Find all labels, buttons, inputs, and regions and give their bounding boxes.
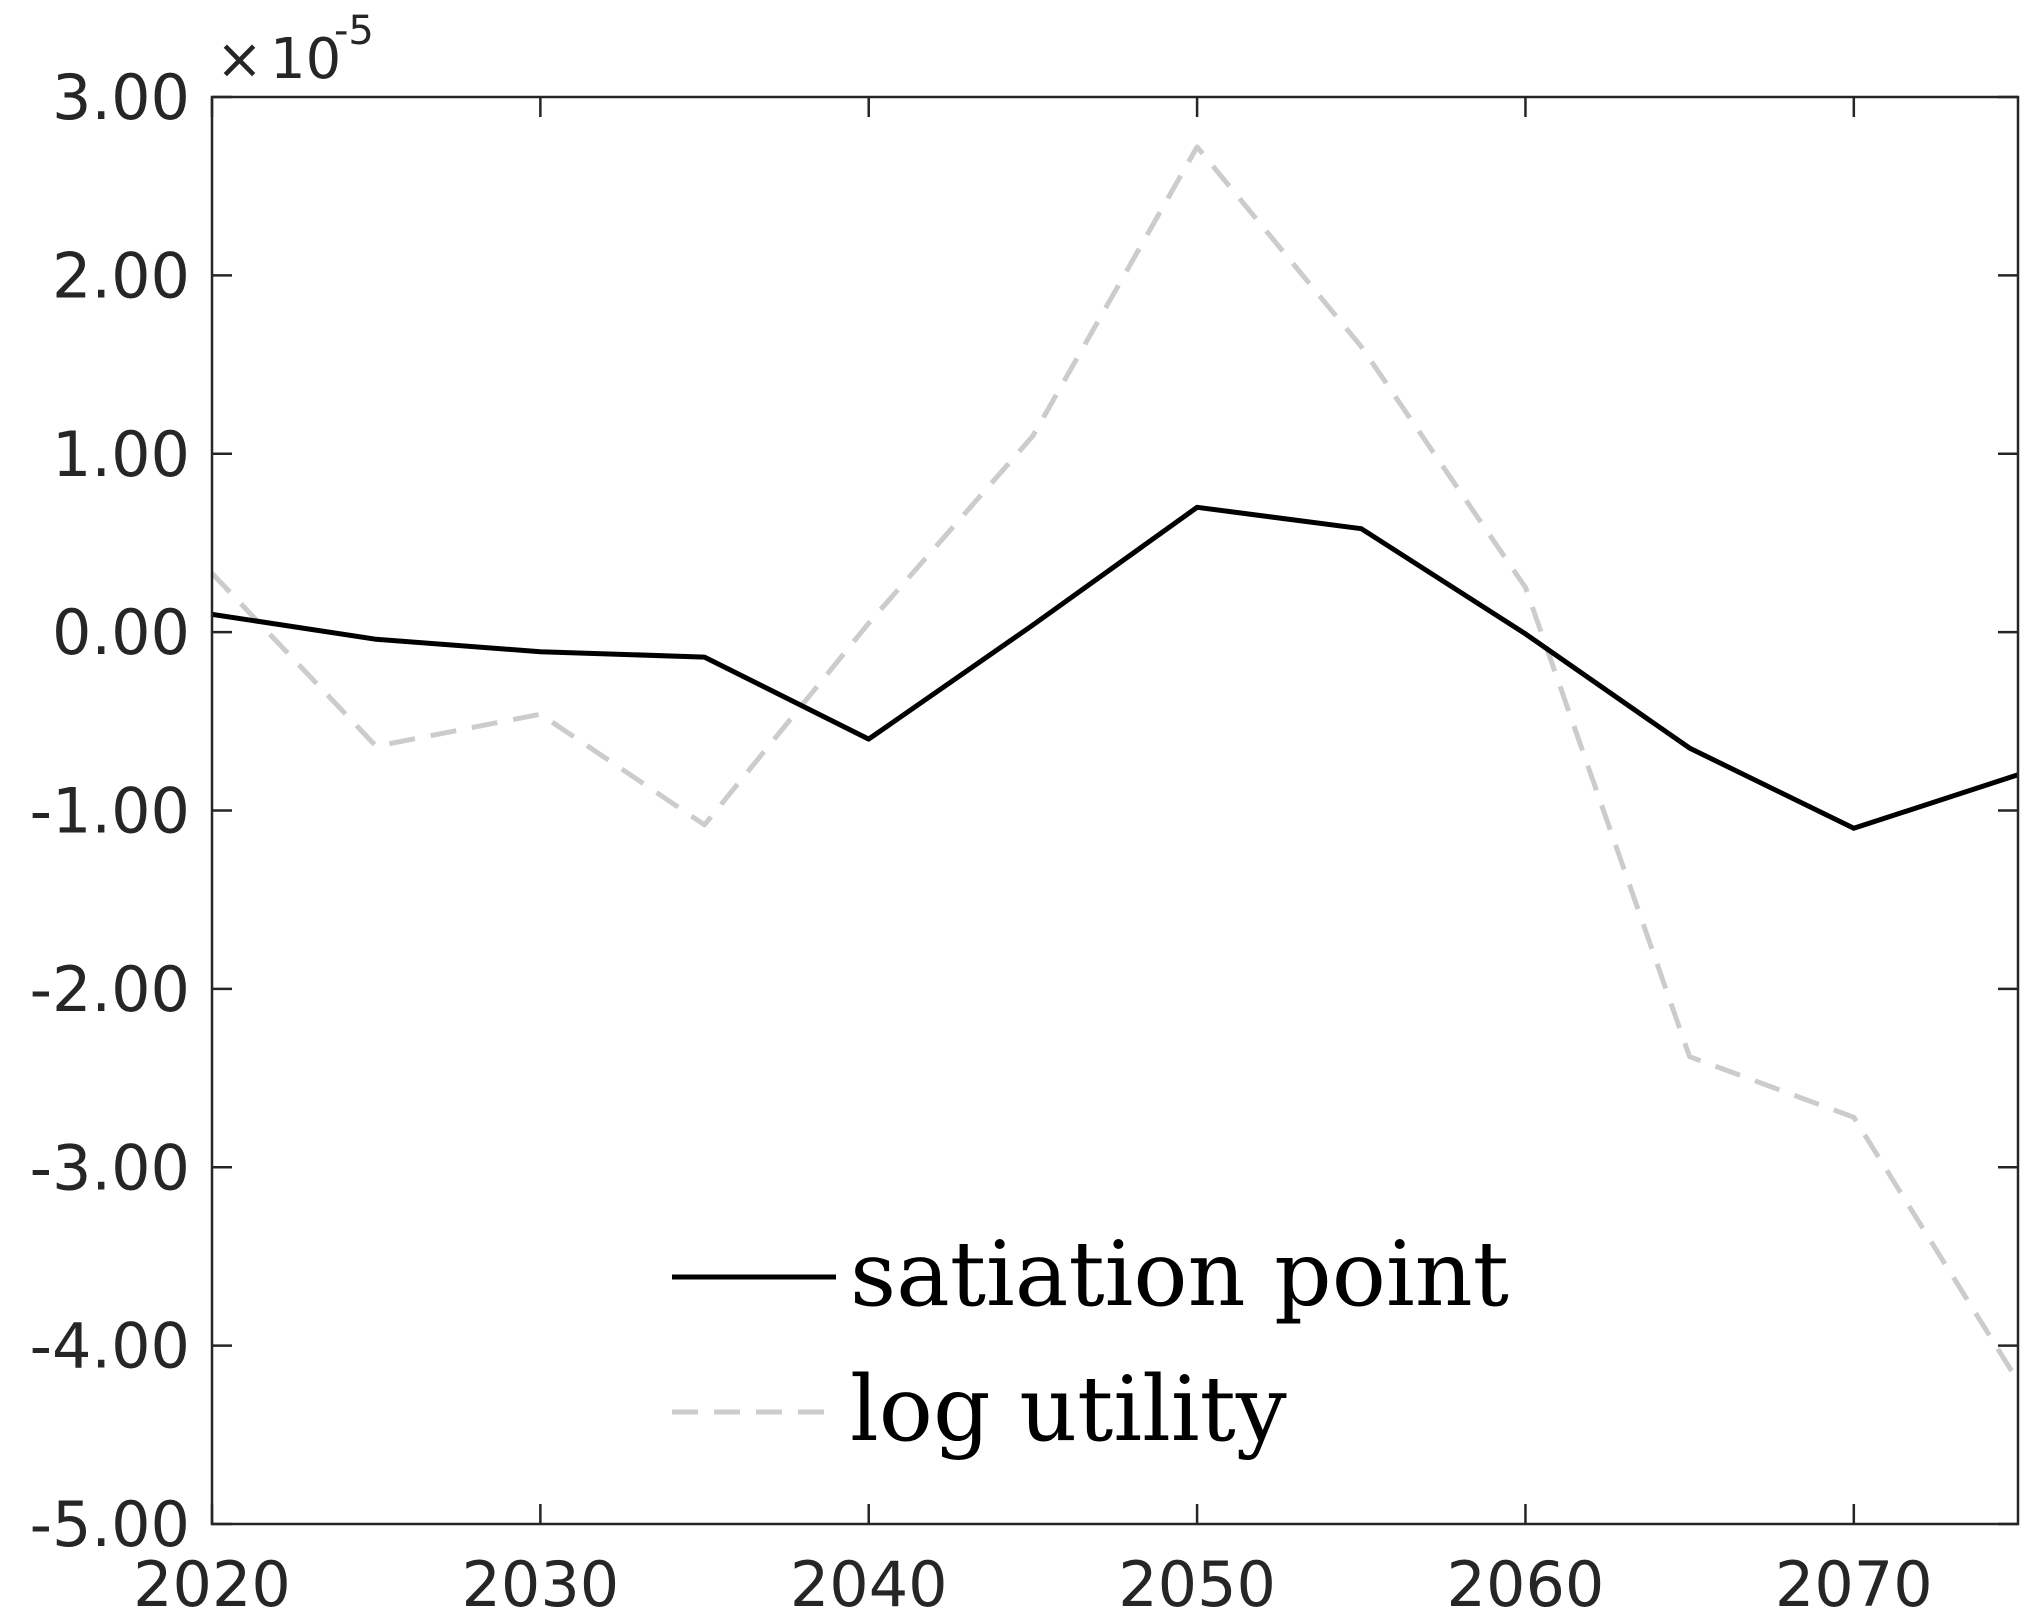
multiplier-exponent: -5 <box>334 8 374 54</box>
y-tick-label: -5.00 <box>30 1488 190 1561</box>
legend-label-log-utility: log utility <box>850 1357 1287 1462</box>
series-layer <box>212 144 2018 1383</box>
series-line-satiation-point <box>212 504 2018 831</box>
plot-area <box>212 97 2018 1524</box>
x-tick-label: 2020 <box>133 1548 291 1621</box>
legend: satiation point log utility <box>672 1222 1509 1462</box>
y-axis-multiplier: × 10 -5 <box>216 8 374 92</box>
x-tick-label: 2060 <box>1447 1548 1605 1621</box>
x-tick-label: 2070 <box>1775 1548 1933 1621</box>
x-tick-label: 2030 <box>461 1548 619 1621</box>
y-tick-label: -1.00 <box>30 775 190 848</box>
multiplier-times-sign: × <box>216 27 263 92</box>
plot-background <box>212 97 2018 1524</box>
y-tick-label: -2.00 <box>30 953 190 1026</box>
series-line-log-utility <box>212 144 2018 1383</box>
y-tick-label: 2.00 <box>52 239 190 312</box>
y-tick-label: 3.00 <box>52 61 190 134</box>
x-tick-label: 2040 <box>790 1548 948 1621</box>
multiplier-base: 10 <box>270 27 341 92</box>
legend-label-satiation-point: satiation point <box>850 1222 1509 1327</box>
x-tick-label: 2050 <box>1118 1548 1276 1621</box>
y-tick-label: -4.00 <box>30 1310 190 1383</box>
y-tick-label: 1.00 <box>52 418 190 491</box>
axes-layer: 2020 2030 2040 2050 2060 2070 3.00 2.00 1.00 0.00… <box>30 61 2020 1621</box>
y-tick-label: 0.00 <box>52 596 190 669</box>
y-tick-label: -3.00 <box>30 1131 190 1204</box>
